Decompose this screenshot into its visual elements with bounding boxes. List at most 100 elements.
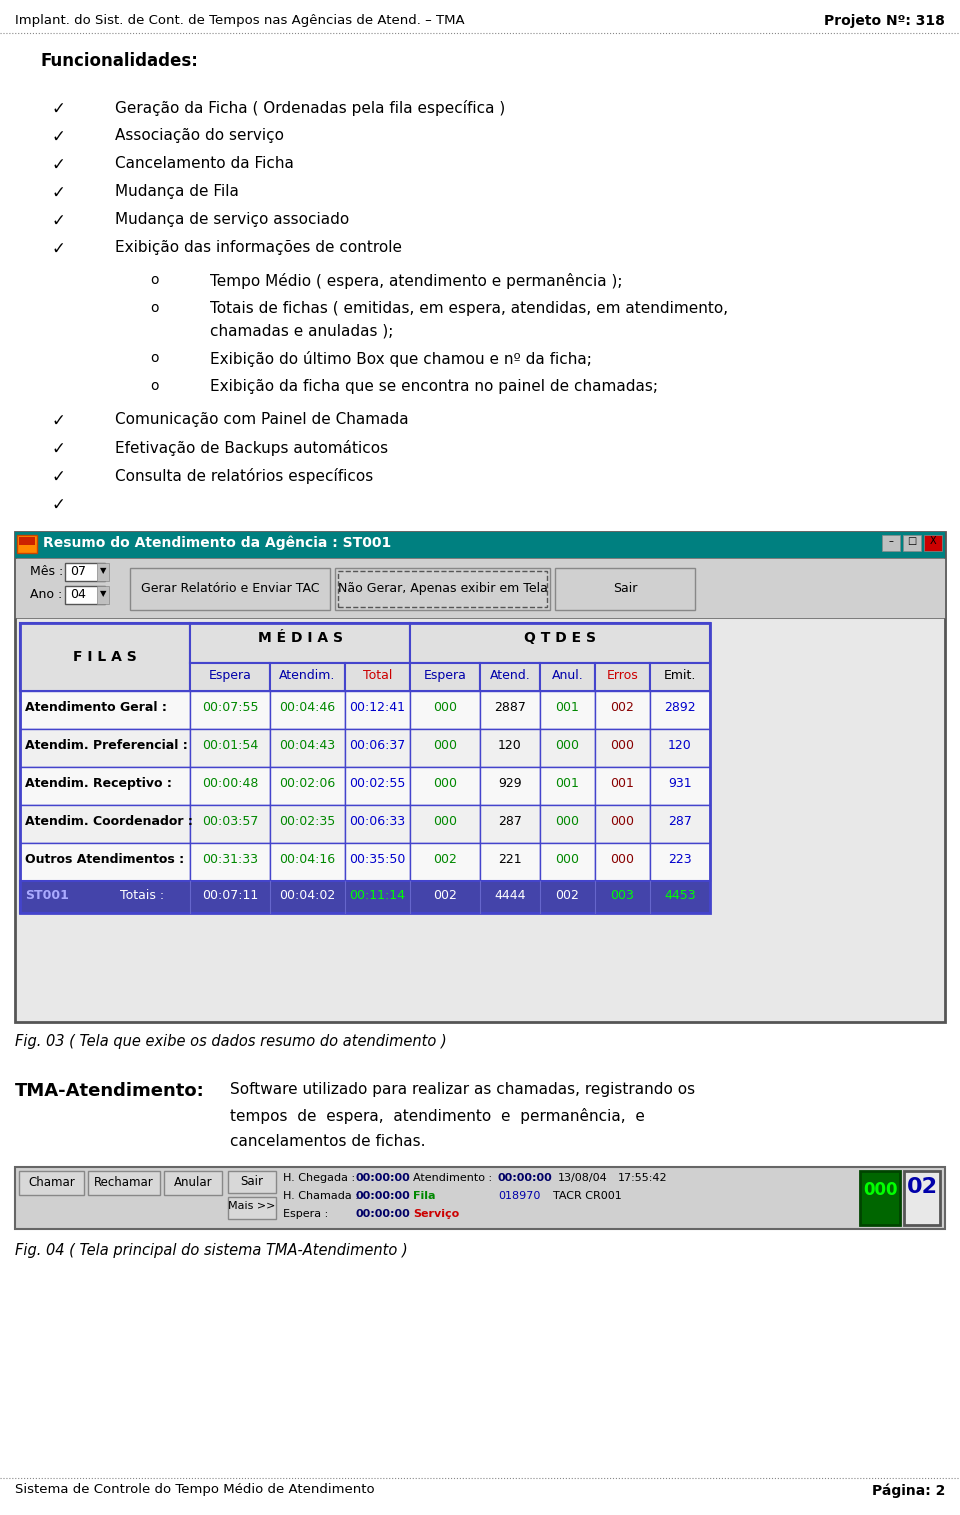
Bar [650,664,710,691]
Text: Funcionalidades:: Funcionalidades: [40,52,198,70]
Bar [270,767,345,804]
Bar [595,691,650,729]
Bar [19,1171,84,1195]
Text: TACR CR001: TACR CR001 [553,1191,622,1201]
Text: F I L A S: F I L A S [73,650,137,664]
Bar [65,564,105,580]
Bar [19,536,35,545]
Text: 00:06:37: 00:06:37 [349,739,406,751]
Text: 001: 001 [556,701,580,714]
Text: Atendim.: Atendim. [279,670,336,682]
Text: Serviço: Serviço [413,1209,459,1220]
Text: 000: 000 [433,815,457,829]
Text: 4453: 4453 [664,889,696,901]
Bar [335,568,550,611]
Text: Fig. 03 ( Tela que exibe os dados resumo do atendimento ): Fig. 03 ( Tela que exibe os dados resumo… [15,1035,446,1048]
Bar [882,535,900,551]
Text: Rechamar: Rechamar [94,1176,154,1189]
Text: Totais :: Totais : [120,889,164,901]
Text: 120: 120 [668,739,692,751]
Bar [595,729,650,767]
Text: Não Gerar, Apenas exibir em Tela: Não Gerar, Apenas exibir em Tela [338,582,547,595]
Text: 931: 931 [668,777,692,789]
Bar [595,804,650,842]
Bar [130,568,330,611]
Text: Efetivação de Backups automáticos: Efetivação de Backups automáticos [115,439,388,456]
Bar [190,767,270,804]
Text: ▼: ▼ [100,567,107,576]
Text: ✓: ✓ [52,412,66,430]
Bar [595,664,650,691]
Text: Mudança de serviço associado: Mudança de serviço associado [115,212,349,227]
Bar [20,623,710,914]
Text: TMA-Atendimento:: TMA-Atendimento: [15,1082,204,1100]
Text: Espera: Espera [423,670,467,682]
Text: Chamar: Chamar [28,1176,75,1189]
Text: Mudança de Fila: Mudança de Fila [115,183,239,198]
Text: 000: 000 [611,815,635,829]
Text: –: – [889,536,894,545]
Text: Anular: Anular [174,1176,212,1189]
Text: Sair: Sair [612,582,637,595]
Bar [15,532,945,1023]
Text: Atendimento :: Atendimento : [413,1173,492,1183]
Text: Software utilizado para realizar as chamadas, registrando os: Software utilizado para realizar as cham… [230,1082,695,1097]
Bar [345,767,410,804]
Bar [540,767,595,804]
Bar [345,691,410,729]
Text: ✓: ✓ [52,468,66,486]
Text: ST001: ST001 [25,889,69,901]
Bar [480,842,540,882]
Text: 00:00:00: 00:00:00 [355,1191,410,1201]
Text: 000: 000 [433,739,457,751]
Text: o: o [150,273,158,286]
Text: 929: 929 [498,777,522,789]
Bar [410,804,480,842]
Text: o: o [150,351,158,365]
Text: 00:04:46: 00:04:46 [279,701,336,714]
Text: 00:31:33: 00:31:33 [202,853,258,867]
Text: Emit.: Emit. [663,670,696,682]
Text: 018970: 018970 [498,1191,540,1201]
Text: 002: 002 [433,853,457,867]
Bar [20,729,190,767]
Bar [270,664,345,691]
Text: cancelamentos de fichas.: cancelamentos de fichas. [230,1135,425,1148]
Text: 000: 000 [611,739,635,751]
Text: 00:00:00: 00:00:00 [498,1173,553,1183]
Text: 00:02:35: 00:02:35 [279,815,336,829]
Text: □: □ [907,536,917,545]
Bar [650,804,710,842]
Bar [228,1171,276,1192]
Text: Atendim. Preferencial :: Atendim. Preferencial : [25,739,188,751]
Bar [338,571,547,608]
Bar [20,842,190,882]
Bar [480,804,540,842]
Text: H. Chamada :: H. Chamada : [283,1191,359,1201]
Text: 00:03:57: 00:03:57 [202,815,258,829]
Bar [228,1197,276,1220]
Text: 04: 04 [70,588,85,601]
Bar [97,564,109,580]
Text: ✓: ✓ [52,439,66,458]
Bar [540,691,595,729]
Text: 120: 120 [498,739,522,751]
Bar [595,767,650,804]
Text: Erros: Erros [607,670,638,682]
Text: Q T D E S: Q T D E S [524,632,596,645]
Bar [410,623,710,664]
Bar [17,535,37,553]
Text: 00:00:48: 00:00:48 [202,777,258,789]
Bar [480,664,540,691]
Text: Projeto Nº: 318: Projeto Nº: 318 [824,14,945,27]
Bar [410,664,480,691]
Bar [97,586,109,604]
Bar [164,1171,222,1195]
Text: 00:35:50: 00:35:50 [349,853,406,867]
Text: 00:02:55: 00:02:55 [349,777,406,789]
Text: 00:04:43: 00:04:43 [279,739,336,751]
Bar [540,664,595,691]
Text: X: X [929,536,936,545]
Bar [480,767,540,804]
Bar [20,691,190,729]
